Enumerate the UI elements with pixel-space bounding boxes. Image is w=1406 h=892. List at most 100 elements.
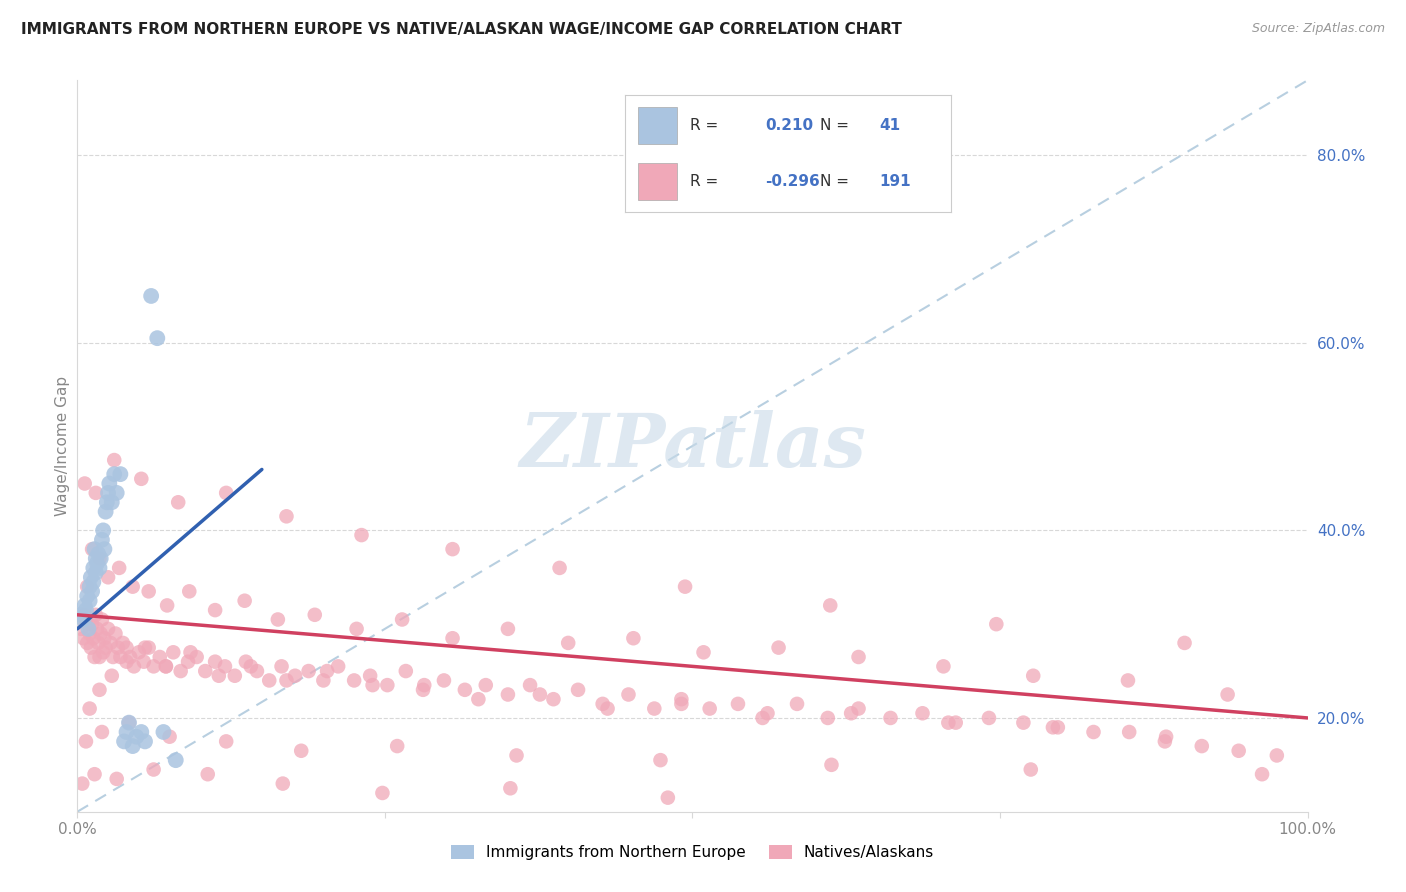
Point: [105, 486, 128, 500]
Point: [1012, 715, 1035, 730]
Point: [94, 640, 117, 655]
Point: [768, 640, 790, 655]
Point: [72, 632, 94, 646]
Point: [180, 645, 202, 659]
Point: [371, 786, 394, 800]
Point: [98, 476, 121, 491]
Point: [118, 715, 141, 730]
Point: [93, 632, 115, 646]
Point: [82, 542, 104, 557]
Point: [499, 781, 522, 796]
Text: IMMIGRANTS FROM NORTHERN EUROPE VS NATIVE/ALASKAN WAGE/INCOME GAP CORRELATION CH: IMMIGRANTS FROM NORTHERN EUROPE VS NATIV…: [21, 22, 903, 37]
Point: [312, 673, 335, 688]
Point: [80, 640, 103, 655]
Point: [134, 734, 156, 748]
Point: [100, 636, 122, 650]
Point: [155, 659, 177, 673]
Point: [165, 753, 187, 767]
Point: [215, 734, 238, 748]
Point: [179, 584, 201, 599]
Legend: Immigrants from Northern Europe, Natives/Alaskans: Immigrants from Northern Europe, Natives…: [444, 839, 941, 866]
Point: [142, 659, 165, 673]
Point: [90, 626, 112, 640]
Point: [657, 790, 679, 805]
Point: [77, 622, 100, 636]
Y-axis label: Wage/Income Gap: Wage/Income Gap: [55, 376, 70, 516]
Point: [441, 632, 464, 646]
Point: [79, 626, 101, 640]
Point: [101, 669, 124, 683]
Point: [361, 678, 384, 692]
Point: [131, 472, 153, 486]
Point: [259, 673, 281, 688]
Point: [186, 650, 208, 665]
Point: [1216, 688, 1239, 702]
Point: [110, 467, 132, 482]
Point: [170, 664, 193, 678]
Point: [112, 734, 135, 748]
Point: [70, 776, 93, 790]
Point: [149, 650, 172, 665]
Point: [911, 706, 934, 721]
Point: [751, 711, 773, 725]
Point: [233, 593, 256, 607]
Point: [1118, 725, 1140, 739]
Point: [152, 725, 174, 739]
Point: [76, 589, 98, 603]
Point: [84, 486, 107, 500]
Point: [848, 650, 870, 665]
Point: [671, 697, 693, 711]
Point: [276, 509, 298, 524]
Point: [120, 650, 142, 665]
Point: [167, 495, 190, 509]
Point: [82, 574, 104, 589]
Point: [73, 599, 96, 613]
Point: [128, 645, 150, 659]
Point: [83, 767, 105, 781]
Point: [134, 640, 156, 655]
Point: [115, 725, 138, 739]
Point: [105, 772, 128, 786]
Point: [89, 551, 111, 566]
Point: [298, 664, 321, 678]
Point: [346, 622, 368, 636]
Point: [505, 748, 527, 763]
Point: [84, 607, 107, 622]
Point: [70, 607, 93, 622]
Point: [82, 584, 104, 599]
Point: [177, 655, 200, 669]
Point: [208, 669, 231, 683]
Point: [395, 664, 418, 678]
Point: [938, 715, 960, 730]
Point: [1191, 739, 1213, 753]
Point: [1154, 730, 1177, 744]
Point: [284, 669, 307, 683]
Point: [159, 730, 181, 744]
Point: [727, 697, 749, 711]
Point: [377, 678, 399, 692]
Point: [110, 650, 132, 665]
Point: [316, 664, 339, 678]
Point: [239, 659, 262, 673]
Point: [79, 701, 101, 715]
Point: [454, 682, 477, 697]
Point: [673, 580, 696, 594]
Point: [567, 682, 589, 697]
Point: [692, 645, 714, 659]
Point: [142, 763, 165, 777]
Point: [79, 580, 101, 594]
Point: [1174, 636, 1197, 650]
Point: [118, 715, 141, 730]
Point: [304, 607, 326, 622]
Point: [817, 711, 839, 725]
Point: [270, 659, 292, 673]
Point: [1042, 720, 1064, 734]
Point: [82, 632, 104, 646]
Point: [1083, 725, 1105, 739]
Point: [76, 580, 98, 594]
Point: [91, 524, 114, 538]
Point: [820, 599, 842, 613]
Point: [441, 542, 464, 557]
Point: [115, 655, 138, 669]
Point: [1227, 744, 1250, 758]
